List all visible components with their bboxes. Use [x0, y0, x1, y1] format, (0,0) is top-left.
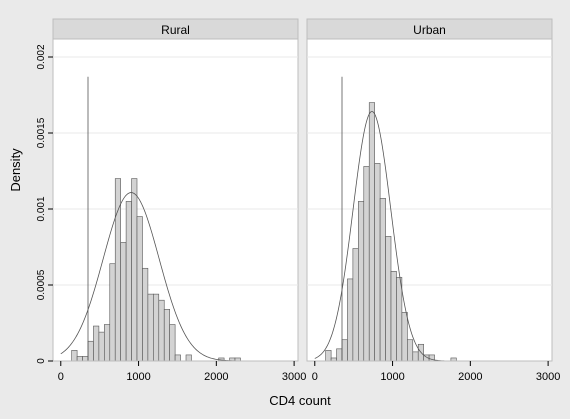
histogram-bar	[363, 166, 370, 362]
histogram-bar	[352, 248, 359, 362]
histogram-bar	[153, 293, 160, 362]
x-tick-label: 3000	[536, 371, 560, 383]
histogram-bar	[407, 339, 414, 362]
plot-area	[306, 38, 553, 362]
histogram-bar	[396, 277, 403, 362]
histogram-bar	[336, 348, 343, 362]
histogram-bar	[412, 351, 419, 362]
histogram-bar	[163, 309, 170, 362]
histogram-bar	[341, 339, 348, 362]
histogram-bar	[347, 278, 354, 362]
histogram-bar	[358, 201, 365, 362]
histogram-bar	[131, 178, 138, 362]
histogram-bar	[401, 312, 408, 362]
histogram-bar	[368, 102, 375, 362]
panel-title: Urban	[413, 23, 446, 37]
histogram-bar	[374, 163, 381, 362]
histogram-bar	[325, 350, 332, 362]
y-tick-label: 0.0005	[36, 269, 47, 300]
x-tick-label: 1000	[380, 371, 404, 383]
histogram-bar	[87, 340, 94, 362]
plot-area	[52, 38, 299, 362]
panels-layer: Rural 0 1000 2000 3000 0 0.0005 0.001 0.0015 0.00…	[36, 18, 560, 383]
histogram-bar	[390, 271, 397, 362]
x-tick-label: 1000	[126, 371, 150, 383]
histogram-bar	[125, 201, 132, 362]
y-tick-label: 0.0015	[36, 117, 47, 148]
histogram-bar	[71, 350, 78, 362]
histogram-bar	[98, 331, 105, 362]
histogram-bar	[158, 299, 165, 362]
histogram-bar	[142, 267, 149, 362]
histogram-bar	[82, 356, 89, 362]
y-axis-label: Density	[8, 148, 23, 192]
histogram-bar	[93, 325, 100, 362]
y-tick-label: 0	[36, 358, 47, 364]
x-tick-label: 0	[312, 371, 318, 383]
x-tick-label: 2000	[458, 371, 482, 383]
y-tick-label: 0.001	[36, 196, 47, 221]
histogram-bar	[185, 354, 192, 362]
y-tick-label: 0.002	[36, 44, 47, 69]
x-tick-label: 3000	[282, 371, 306, 383]
panel-title: Rural	[161, 23, 190, 37]
panel-1: Urban 0 1000 2000 3000	[306, 18, 560, 383]
histogram-bar	[379, 198, 386, 362]
histogram-bar	[174, 354, 181, 362]
histogram-bar	[136, 216, 143, 362]
histogram-bar	[104, 324, 111, 362]
histogram-bar	[385, 236, 392, 362]
x-tick-label: 2000	[204, 371, 228, 383]
histogram-bar	[147, 293, 154, 362]
histogram-bar	[169, 324, 176, 362]
histogram-bar	[109, 263, 116, 362]
panel-0: Rural 0 1000 2000 3000 0 0.0005 0.001 0.0015 0.00…	[36, 18, 306, 383]
x-tick-label: 0	[58, 371, 64, 383]
histogram-bar	[120, 242, 127, 362]
histogram-bar	[76, 356, 83, 362]
x-axis-label: CD4 count	[269, 393, 331, 408]
